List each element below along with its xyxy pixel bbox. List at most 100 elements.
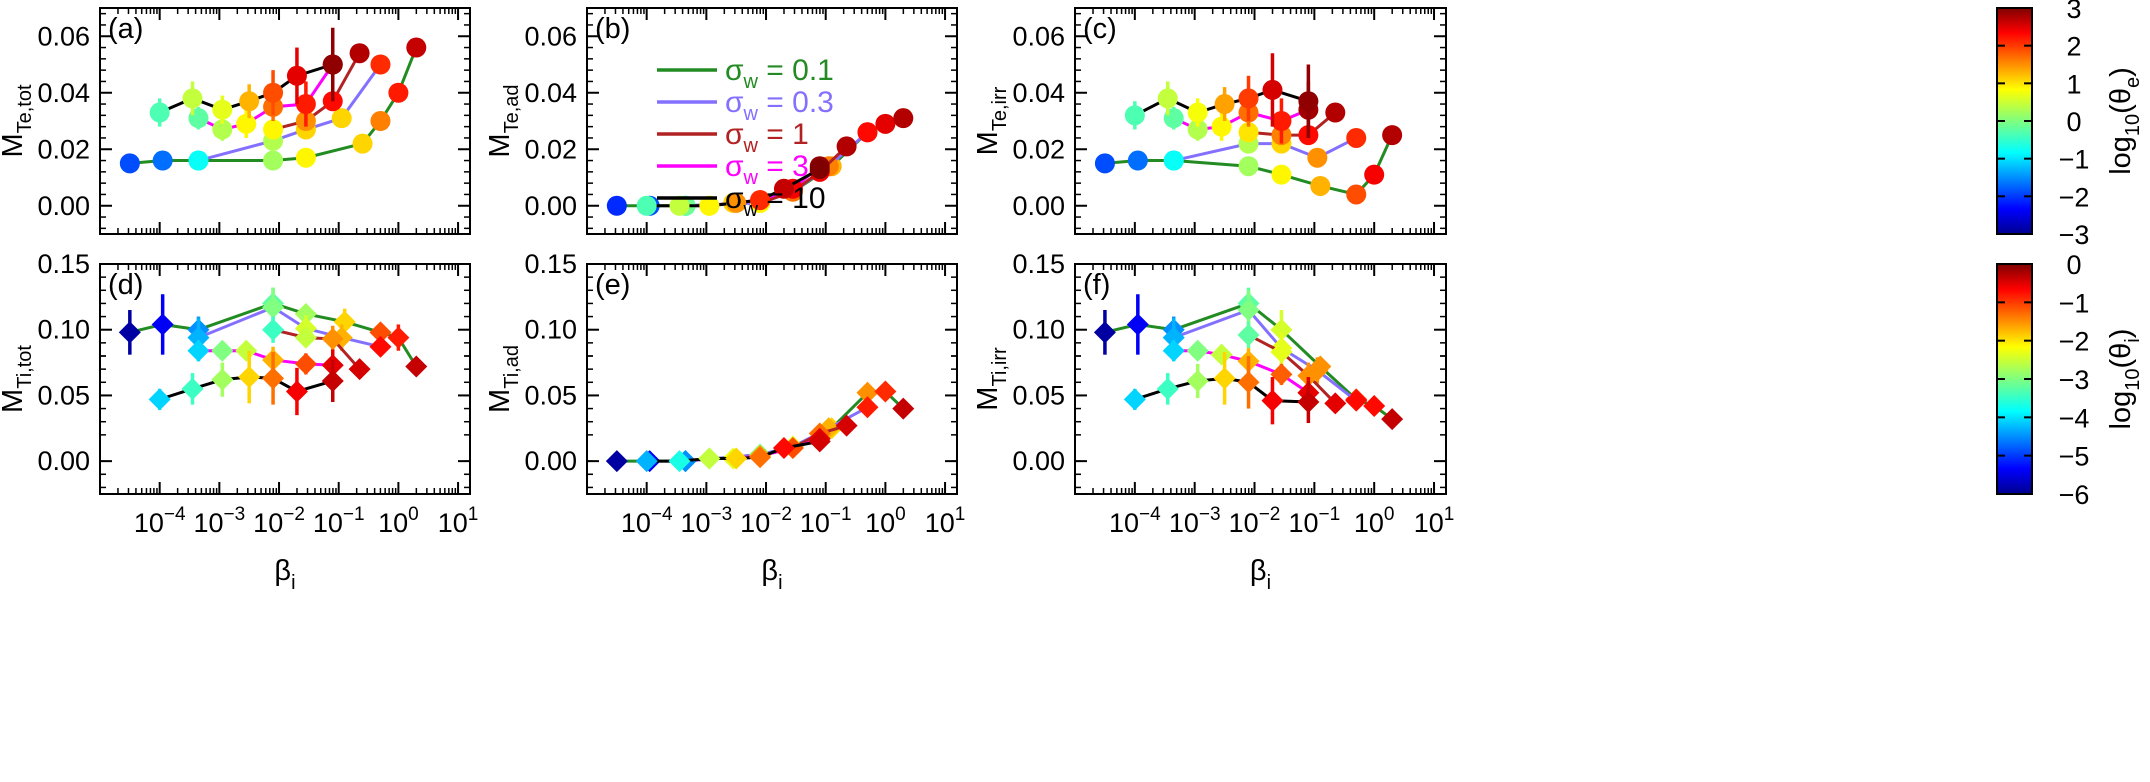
x-tick-exponent: −1 [343, 504, 365, 525]
x-tick-exponent: −1 [1319, 504, 1341, 525]
colorbar-tick-label: −6 [2059, 480, 2090, 510]
legend-subscript: w [743, 71, 759, 93]
data-point [1297, 364, 1320, 387]
y-axis-label: MTe,tot [0, 84, 36, 158]
data-point [369, 335, 392, 358]
y-axis-label: MTi,irr [972, 347, 1011, 411]
y-tick-label: 0.10 [1012, 315, 1065, 345]
legend-label: σw = 10 [725, 182, 826, 221]
data-point [1162, 326, 1185, 349]
data-point [1126, 313, 1149, 336]
data-point [294, 302, 317, 325]
data-point [1363, 394, 1386, 417]
x-tick-label: 10−4 [1109, 504, 1161, 538]
x-tick-base: 10 [1414, 508, 1444, 538]
data-point [387, 326, 410, 349]
data-point [874, 380, 897, 403]
panel-tag: (e) [595, 269, 630, 301]
data-point [295, 94, 316, 115]
data-point [238, 366, 261, 389]
y-tick-label: 0.00 [1012, 446, 1065, 476]
data-point [698, 447, 721, 470]
panel-tag: (a) [108, 13, 143, 45]
y-axis-label: MTe,irr [972, 86, 1011, 155]
y-tick-label: 0.10 [524, 315, 577, 345]
data-point [151, 313, 174, 336]
data-point [294, 326, 317, 349]
data-point [726, 192, 747, 213]
colorbar-label-end: ) [2105, 329, 2137, 339]
data-point [262, 318, 285, 341]
legend-value: = 3 [758, 150, 809, 183]
data-point [1270, 363, 1293, 386]
x-tick-exponent: −3 [711, 504, 733, 525]
data-point [1297, 391, 1320, 413]
y-tick-label: 0.02 [37, 134, 90, 164]
x-tick-exponent: −1 [830, 504, 852, 525]
data-point [263, 82, 284, 103]
x-tick-base: 10 [1109, 508, 1139, 538]
data-point [211, 368, 234, 391]
legend: σw = 0.1σw = 0.3σw = 1σw = 3σw = 10 [657, 54, 834, 221]
data-point [668, 450, 691, 473]
data-point [1093, 321, 1116, 344]
plot-frame [99, 7, 471, 235]
colorbar-tick-label: 3 [2066, 0, 2081, 24]
data-point [1124, 105, 1145, 126]
x-tick-exponent: 1 [468, 504, 479, 525]
data-point [181, 377, 204, 400]
data-point [187, 339, 210, 362]
data-point [322, 54, 343, 75]
y-tick-label: 0.02 [524, 134, 577, 164]
x-axis-label-sub: i [1267, 572, 1271, 594]
colorbar-label-argsub: e [2122, 77, 2144, 88]
data-point [182, 88, 203, 109]
legend-subscript: w [743, 103, 759, 125]
colorbar-label-argsub: i [2122, 338, 2144, 342]
legend-label: σw = 0.1 [725, 54, 834, 93]
legend-symbol: σ [725, 150, 744, 183]
series-line [272, 328, 361, 371]
y-axis-label-main: M [972, 131, 1004, 155]
y-axis-label-sub: Ti,tot [14, 345, 36, 389]
x-tick-exponent: −3 [224, 504, 246, 525]
data-point [1187, 102, 1208, 123]
data-point [669, 195, 690, 216]
x-tick-exponent: 0 [895, 504, 906, 525]
legend-label: σw = 3 [725, 150, 809, 189]
data-point [1123, 388, 1146, 411]
data-point [636, 195, 657, 216]
colorbar-label-end: ) [2105, 67, 2137, 77]
x-tick-base: 10 [1229, 508, 1259, 538]
data-point [286, 65, 307, 86]
y-axis-label-sub: Te,ad [501, 84, 523, 133]
series-line [759, 145, 848, 205]
x-tick-base: 10 [193, 508, 223, 538]
colorbar-label-sub: 10 [2122, 368, 2144, 390]
data-point [1262, 79, 1283, 100]
data-point [349, 43, 370, 64]
data-point [750, 190, 771, 211]
legend-symbol: σ [725, 118, 744, 151]
data-point [1346, 184, 1367, 205]
y-axis-label-main: M [972, 387, 1004, 411]
data-point [1213, 367, 1236, 390]
data-point [1186, 339, 1209, 362]
x-tick-label: 101 [438, 504, 479, 538]
colorbar-tick-label: −5 [2059, 442, 2090, 472]
data-point [352, 133, 373, 154]
colorbar-2: 0 −1 −2 −3 −4 −5 −6 log10(θi) [1996, 250, 2144, 510]
y-tick-label: 0.05 [1012, 380, 1065, 410]
data-point [152, 150, 173, 171]
y-tick-label: 0.05 [37, 380, 90, 410]
data-point [808, 430, 831, 453]
data-point [235, 339, 258, 362]
series-group [605, 380, 915, 473]
data-point [1238, 88, 1259, 109]
y-axis-label-sub: Ti,irr [989, 347, 1011, 387]
y-axis-label-main: M [484, 133, 516, 157]
series-group [1094, 53, 1403, 205]
